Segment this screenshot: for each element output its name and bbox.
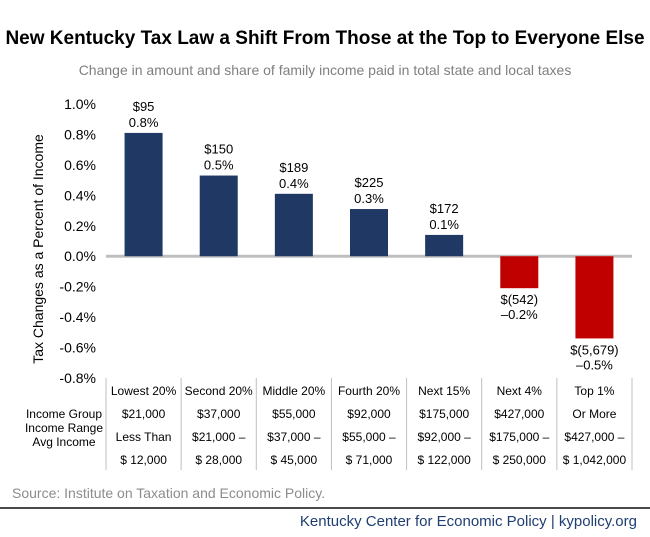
- row-label: Avg Income: [32, 435, 95, 449]
- y-tick-label: -0.4%: [59, 309, 96, 325]
- percent-label: 0.1%: [429, 217, 459, 232]
- percent-label: –0.5%: [576, 357, 613, 372]
- category-label: Second 20%: [185, 384, 253, 398]
- dollar-label: $172: [430, 201, 459, 216]
- bar-3: [274, 193, 313, 257]
- dollar-label: $150: [204, 142, 233, 157]
- y-tick-label: -0.2%: [59, 279, 96, 295]
- income-range-bottom: $21,000 –: [192, 430, 246, 444]
- percent-label: 0.5%: [204, 158, 234, 173]
- avg-income: $ 12,000: [120, 453, 167, 467]
- y-tick-label: 1.0%: [64, 96, 96, 112]
- footer-divider: [0, 507, 650, 509]
- bar-5: [425, 234, 464, 257]
- y-tick-label: -0.6%: [59, 340, 96, 356]
- bar-2: [199, 175, 238, 257]
- income-range-bottom: $427,000 –: [564, 430, 624, 444]
- income-range-top: $55,000: [272, 407, 316, 421]
- income-range-top: $427,000: [494, 407, 544, 421]
- percent-label: 0.8%: [129, 115, 159, 130]
- income-range-top: $92,000: [347, 407, 391, 421]
- y-tick-label: -0.8%: [59, 370, 96, 386]
- category-label: Lowest 20%: [111, 384, 177, 398]
- category-label: Next 4%: [497, 384, 543, 398]
- source-note: Source: Institute on Taxation and Econom…: [12, 485, 326, 501]
- dollar-label: $(5,679): [570, 342, 618, 357]
- avg-income: $ 28,000: [195, 453, 242, 467]
- percent-label: –0.2%: [501, 307, 538, 322]
- avg-income: $ 45,000: [270, 453, 317, 467]
- dollar-label: $225: [355, 175, 384, 190]
- y-tick-label: 0.8%: [64, 126, 96, 142]
- percent-label: 0.4%: [279, 176, 309, 191]
- avg-income: $ 1,042,000: [563, 453, 627, 467]
- avg-income: $ 122,000: [417, 453, 471, 467]
- y-tick-label: 0.6%: [64, 157, 96, 173]
- bar-1: [124, 132, 163, 257]
- y-tick-label: 0.0%: [64, 248, 96, 264]
- income-range-top: Or More: [572, 407, 616, 421]
- percent-label: 0.3%: [354, 191, 384, 206]
- bar-7: [575, 256, 614, 339]
- income-range-bottom: $175,000 –: [489, 430, 549, 444]
- footer-credit: Kentucky Center for Economic Policy | ky…: [299, 513, 637, 530]
- dollar-label: $95: [133, 99, 155, 114]
- category-label: Next 15%: [418, 384, 470, 398]
- y-axis-title: Tax Changes as a Percent of Income: [30, 134, 46, 364]
- category-label: Middle 20%: [263, 384, 326, 398]
- chart-title: New Kentucky Tax Law a Shift From Those …: [5, 28, 645, 49]
- income-range-bottom: Less Than: [116, 430, 172, 444]
- y-tick-label: 0.4%: [64, 187, 96, 203]
- category-label: Top 1%: [574, 384, 614, 398]
- income-range-top: $37,000: [197, 407, 241, 421]
- row-label: Income Range: [25, 421, 103, 435]
- income-range-top: $175,000: [419, 407, 469, 421]
- bar-6: [500, 256, 539, 289]
- category-label: Fourth 20%: [338, 384, 400, 398]
- income-range-bottom: $55,000 –: [342, 430, 396, 444]
- avg-income: $ 250,000: [493, 453, 547, 467]
- chart-subtitle: Change in amount and share of family inc…: [78, 62, 572, 78]
- bar-chart: Tax Changes as a Percent of Income 1.0% 0.…: [25, 96, 633, 470]
- y-tick-label: 0.2%: [64, 218, 96, 234]
- bar-4: [350, 209, 388, 257]
- avg-income: $ 71,000: [346, 453, 393, 467]
- income-range-bottom: $37,000 –: [267, 430, 321, 444]
- row-label: Income Group: [26, 407, 102, 421]
- dollar-label: $(542): [500, 292, 538, 307]
- income-range-bottom: $92,000 –: [417, 430, 471, 444]
- income-range-top: $21,000: [122, 407, 166, 421]
- dollar-label: $189: [279, 160, 308, 175]
